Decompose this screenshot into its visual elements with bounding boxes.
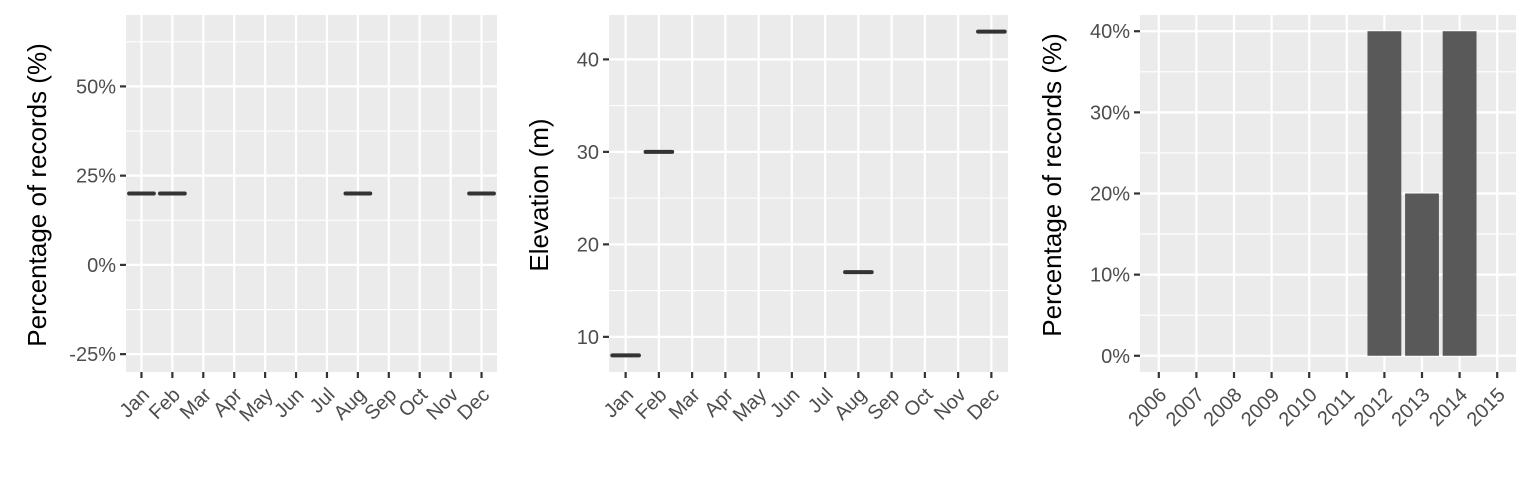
x-tick-label: 2011: [1313, 384, 1359, 430]
x-tick-label: 2015: [1463, 384, 1510, 431]
y-axis-title: Elevation (m): [524, 118, 554, 271]
x-tick-label: Oct: [395, 384, 433, 422]
x-tick-label: Nov: [930, 384, 971, 425]
bar-2012: [1367, 31, 1402, 356]
y-tick-label: 25%: [76, 166, 116, 188]
x-tick-label: Feb: [631, 384, 671, 424]
x-tick-label: Apr: [700, 384, 738, 422]
x-tick-label: Dec: [963, 384, 1004, 425]
y-tick-label: 0%: [87, 255, 116, 277]
y-tick-label: 40: [577, 49, 599, 71]
y-axis-title: Percentage of records (%): [22, 43, 52, 346]
x-tick-label: 2012: [1350, 384, 1397, 431]
x-tick-label: Sep: [863, 384, 904, 425]
x-tick-label: Jun: [270, 384, 308, 422]
x-tick-label: Jun: [766, 384, 804, 422]
plot-panel-background: [609, 15, 1008, 372]
x-tick-label: Mar: [665, 384, 705, 424]
bar-2013: [1405, 193, 1439, 356]
chart-panel-3: 0%10%20%30%40%20062007200820092010201120…: [1037, 15, 1516, 431]
bar-2014: [1442, 31, 1477, 356]
y-tick-label: -25%: [69, 344, 116, 366]
x-tick-label: 2008: [1200, 384, 1247, 431]
y-tick-label: 10: [577, 327, 599, 349]
x-tick-label: 2006: [1124, 384, 1171, 431]
y-tick-label: 50%: [76, 76, 116, 98]
x-tick-label: Oct: [900, 384, 938, 422]
x-tick-label: Dec: [453, 384, 494, 425]
x-tick-label: 2007: [1162, 384, 1209, 431]
y-tick-label: 20: [577, 234, 599, 256]
chart-panel-1: -25%0%25%50%JanFebMarAprMayJunJulAugSepO…: [22, 15, 497, 426]
y-tick-label: 0%: [1101, 346, 1130, 368]
x-tick-label: 2009: [1237, 384, 1284, 431]
y-tick-label: 30: [577, 142, 599, 164]
x-tick-label: 2013: [1388, 384, 1435, 431]
x-tick-label: Jan: [116, 384, 154, 422]
y-tick-label: 10%: [1090, 265, 1130, 287]
plot-panel-background: [126, 15, 497, 372]
x-tick-label: 2010: [1275, 384, 1322, 431]
x-tick-label: May: [729, 384, 771, 426]
y-tick-label: 40%: [1090, 21, 1130, 43]
x-tick-label: Jan: [600, 384, 638, 422]
y-tick-label: 30%: [1090, 102, 1130, 124]
y-axis-title: Percentage of records (%): [1037, 33, 1067, 336]
y-tick-label: 20%: [1090, 184, 1130, 206]
x-tick-label: 2014: [1425, 384, 1472, 431]
x-tick-label: Aug: [830, 384, 871, 425]
